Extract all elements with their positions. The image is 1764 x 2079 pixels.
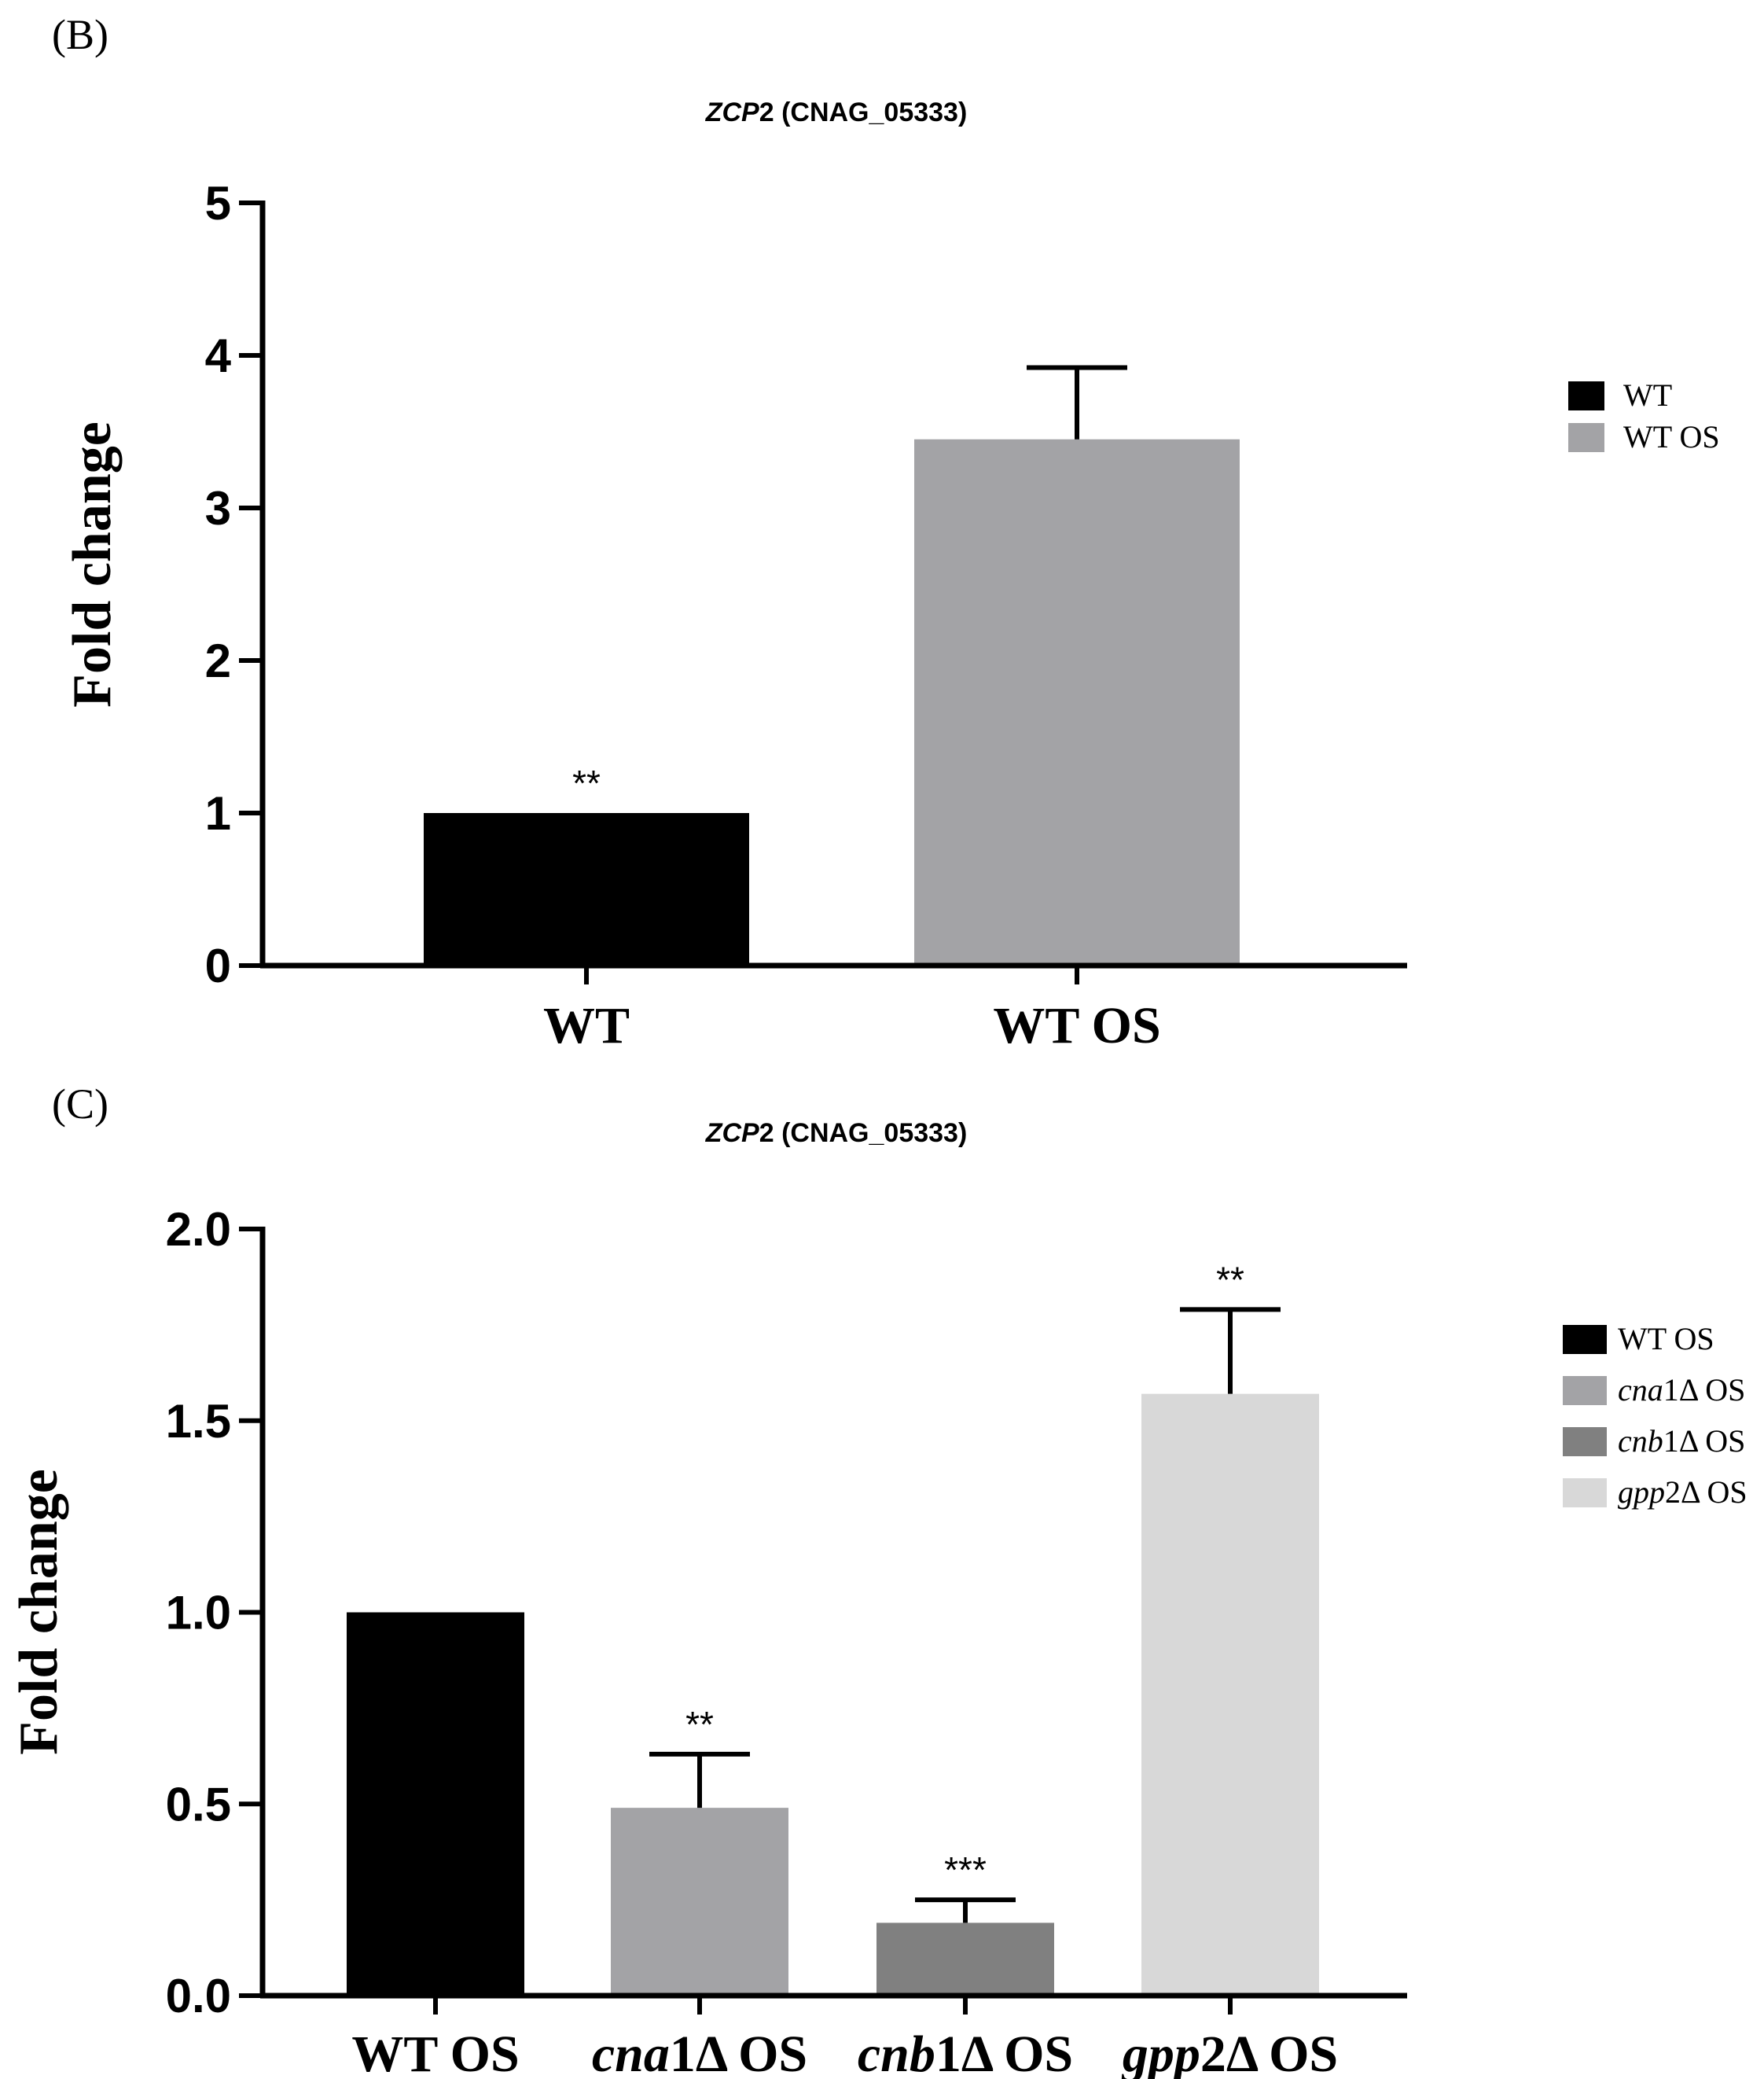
- legend-label-part: 1Δ OS: [1663, 1372, 1746, 1407]
- legend-swatch: [1568, 423, 1604, 452]
- y-axis-label: Fold change: [9, 1469, 69, 1755]
- y-tick-label: 0.5: [166, 1778, 231, 1831]
- chart-title-gene-number: 2: [759, 1118, 774, 1148]
- legend-swatch: [1563, 1376, 1607, 1405]
- y-tick-label: 2: [205, 635, 231, 687]
- legend-label-part: gpp: [1618, 1474, 1665, 1510]
- x-tick-label-part: WT OS: [351, 2026, 519, 2079]
- y-tick-label: 4: [205, 329, 232, 382]
- legend-label-part: 1Δ OS: [1663, 1423, 1746, 1459]
- x-tick-label-part: cnb: [858, 2026, 935, 2079]
- x-tick-label-part: 2Δ OS: [1200, 2026, 1338, 2079]
- legend-label: gpp2Δ OS: [1618, 1474, 1747, 1510]
- y-axis-label: Fold change: [62, 421, 123, 708]
- legend-label-part: 2Δ OS: [1665, 1474, 1747, 1510]
- y-tick-label: 0.0: [166, 1970, 231, 2022]
- x-tick-label-part: 1Δ OS: [670, 2026, 807, 2079]
- chart-panel-b: (B)ZCP2 (CNAG_05333)Fold change**WT WT OS…: [52, 11, 1720, 1054]
- significance-label: **: [1216, 1259, 1244, 1300]
- legend-swatch: [1563, 1325, 1607, 1354]
- y-tick-label: 1: [205, 787, 231, 840]
- y-tick-label: 5: [205, 177, 231, 230]
- legend-label-part: cna: [1618, 1372, 1663, 1407]
- legend-label-part: WT: [1623, 377, 1672, 413]
- x-tick-label-part: 1Δ OS: [935, 2026, 1073, 2079]
- y-tick-label: 0: [205, 940, 231, 992]
- legend-label: WT OS: [1618, 1321, 1714, 1356]
- x-tick-label-part: cna: [592, 2026, 670, 2079]
- legend-swatch: [1563, 1427, 1607, 1456]
- chart-panel-c: (C) ZCP2 (CNAG_05333) Fold change WT OS ** cn…: [9, 1080, 1747, 2079]
- chart-title-gene: ZCP: [705, 1118, 759, 1148]
- legend-label: cna1Δ OS: [1618, 1372, 1745, 1407]
- x-tick-label: cna1Δ OS: [592, 2026, 807, 2079]
- x-tick-label: WT OS: [993, 997, 1160, 1054]
- x-tick-label: WT: [543, 997, 630, 1054]
- panel-label: (B): [52, 11, 108, 58]
- bar-wt-os: [914, 439, 1240, 966]
- bar-gpp2-os: [1141, 1393, 1319, 1996]
- x-tick-label: cnb1Δ OS: [858, 2026, 1073, 2079]
- chart-title: ZCP2 (CNAG_05333): [705, 1118, 968, 1148]
- chart-title-id: (CNAG_05333): [774, 98, 968, 127]
- x-tick-label-part: WT: [543, 997, 630, 1054]
- x-tick-label: WT OS: [351, 2026, 519, 2079]
- legend-label: cnb1Δ OS: [1618, 1423, 1745, 1459]
- legend-swatch: [1563, 1478, 1607, 1507]
- legend-label: WT OS: [1623, 419, 1720, 454]
- y-tick-label: 1.5: [166, 1395, 231, 1448]
- x-tick-label: gpp2Δ OS: [1121, 2026, 1338, 2079]
- y-tick-label: 3: [205, 482, 231, 535]
- y-tick-label: 1.0: [166, 1587, 231, 1639]
- chart-title-id: (CNAG_05333): [774, 1118, 968, 1148]
- x-tick-label-part: gpp: [1121, 2026, 1200, 2079]
- bar-cnb1-os: [876, 1923, 1054, 1996]
- panel-label: (C): [52, 1080, 108, 1128]
- bar-cna1-os: [611, 1808, 788, 1996]
- significance-label: **: [572, 763, 601, 804]
- bar-wt: [424, 813, 749, 966]
- x-tick-label-part: WT OS: [993, 997, 1160, 1054]
- chart-title: ZCP2 (CNAG_05333): [705, 98, 968, 127]
- legend-label: WT: [1623, 377, 1672, 413]
- legend-label-part: WT OS: [1618, 1321, 1714, 1356]
- bar-wt-os: [347, 1612, 524, 1996]
- significance-label: **: [685, 1704, 714, 1745]
- legend-swatch: [1568, 381, 1604, 410]
- legend-label-part: WT OS: [1623, 419, 1720, 454]
- y-tick-label: 2.0: [166, 1203, 231, 1256]
- legend-label-part: cnb: [1618, 1423, 1663, 1459]
- chart-title-gene-number: 2: [759, 98, 774, 127]
- significance-label: ***: [944, 1849, 987, 1890]
- chart-title-gene: ZCP: [705, 98, 759, 127]
